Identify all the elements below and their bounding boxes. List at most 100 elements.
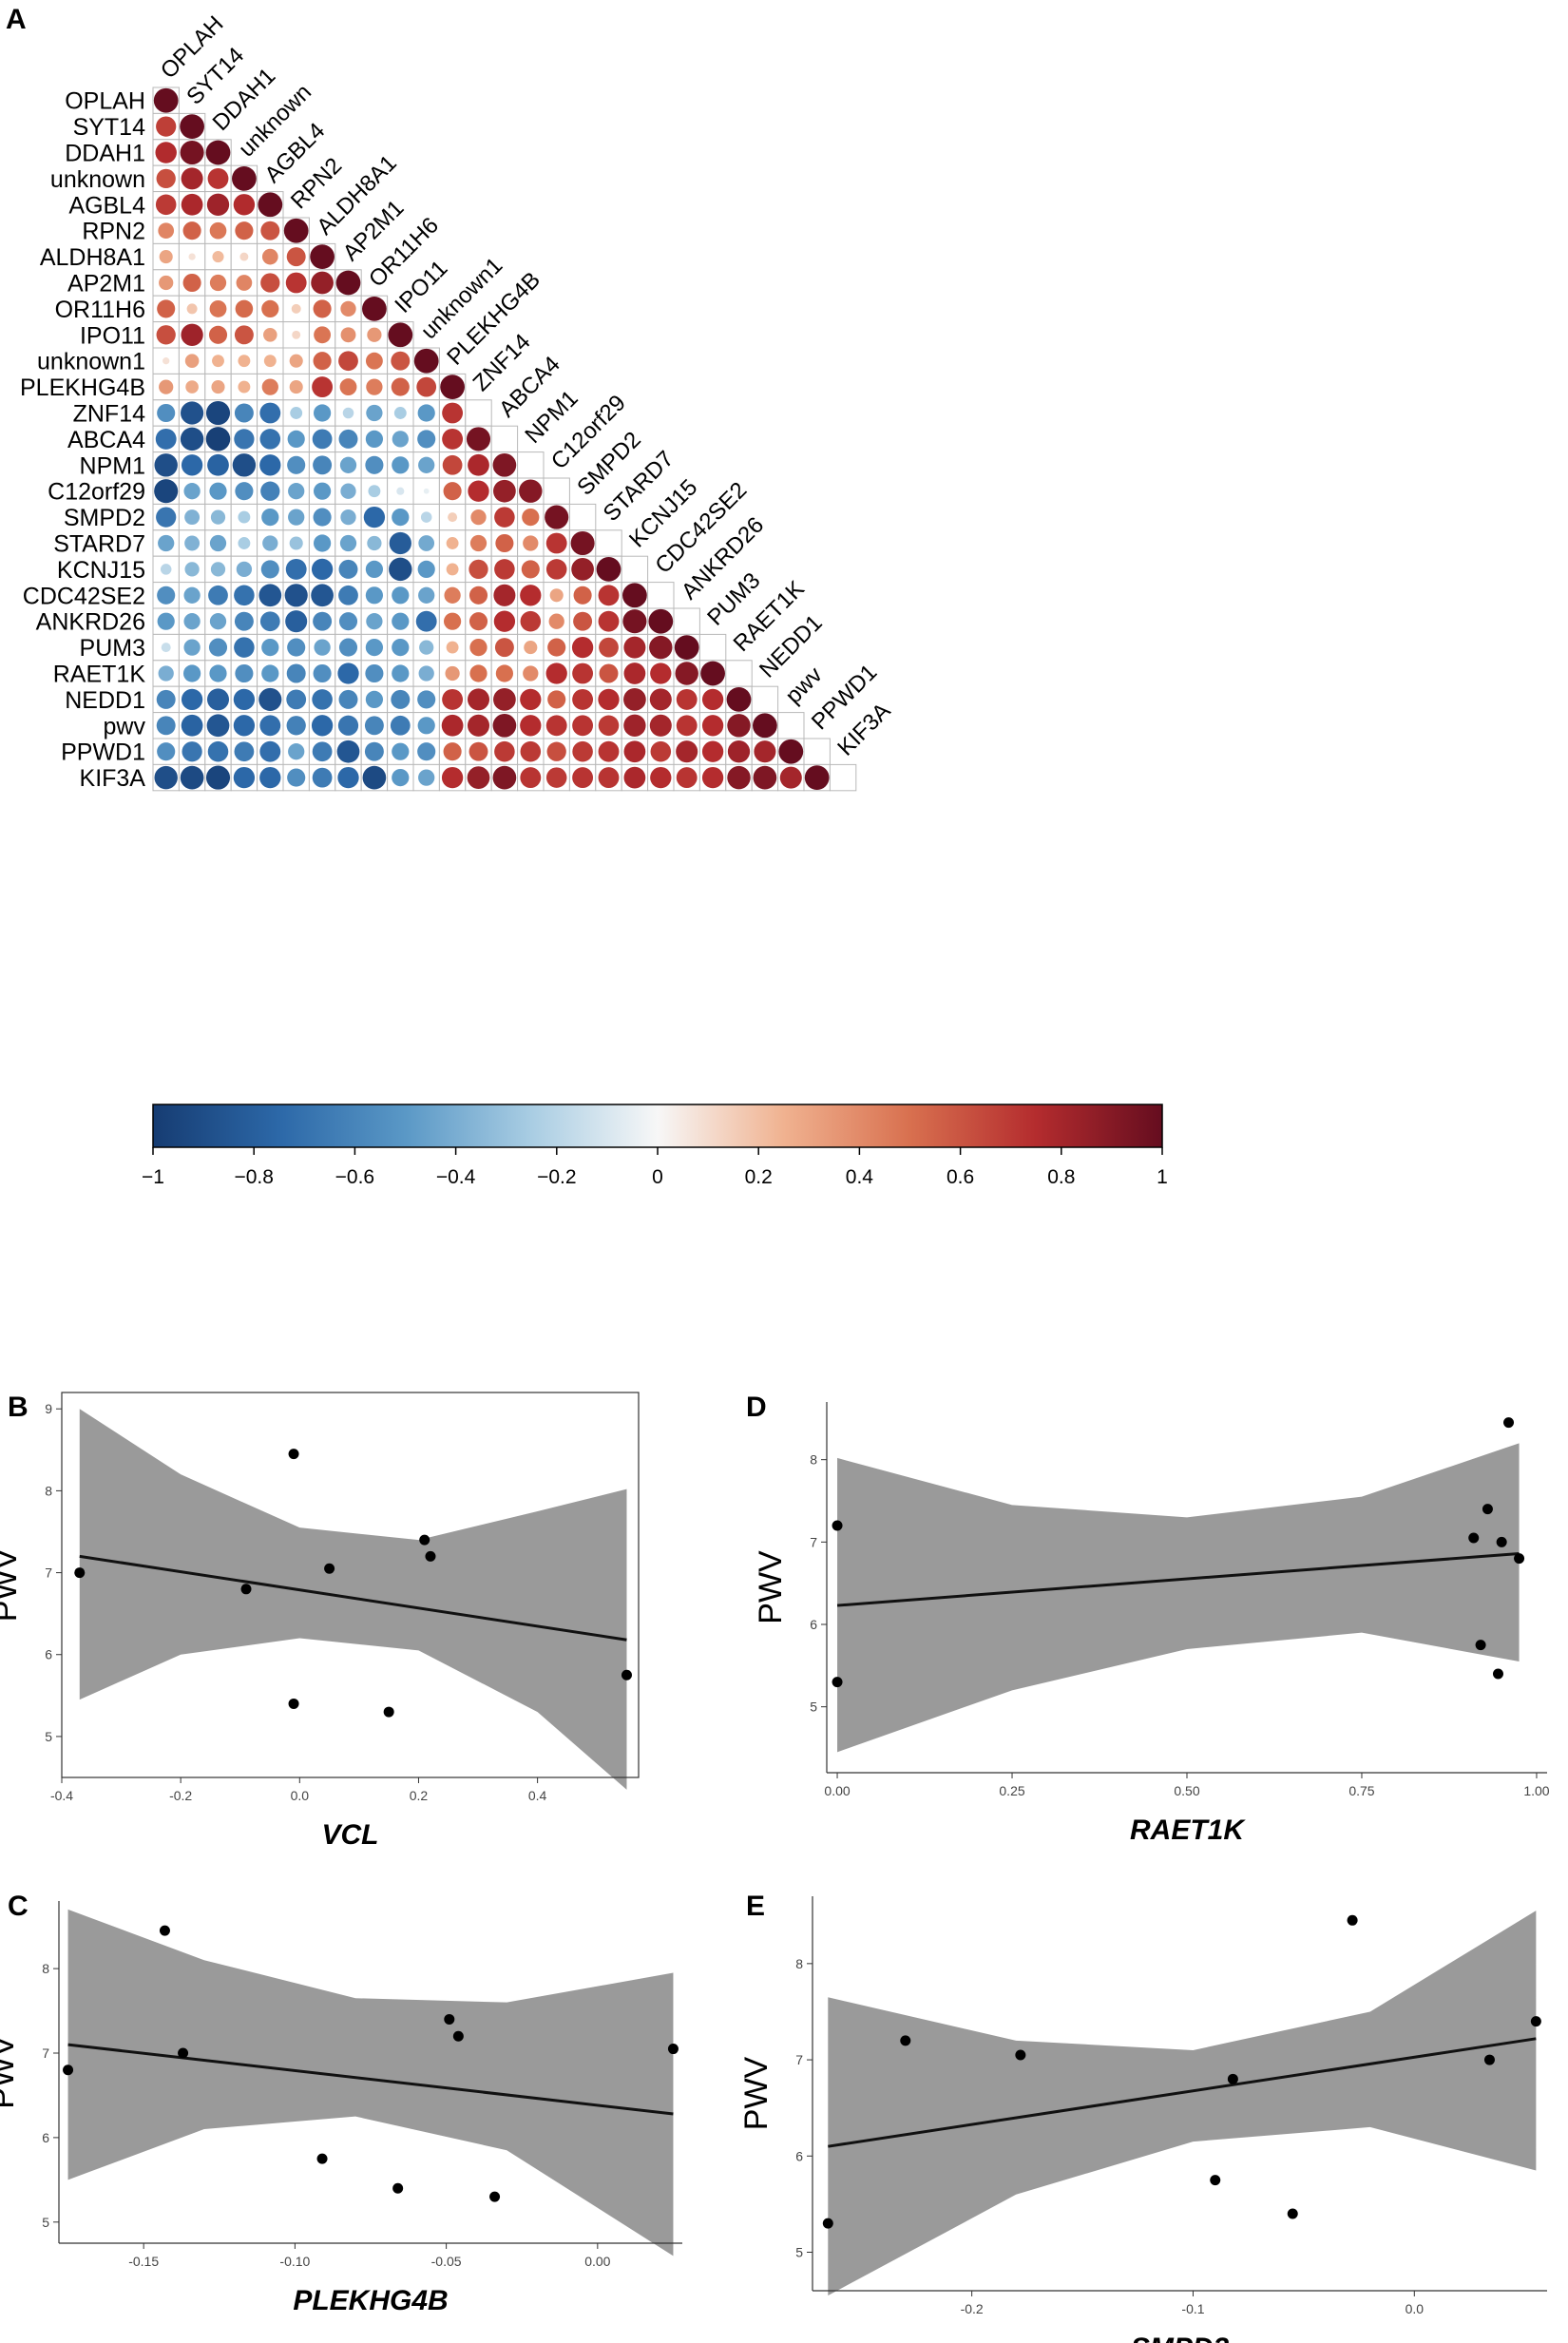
- correlation-circle: [211, 380, 225, 394]
- correlation-circle: [779, 766, 802, 789]
- correlation-circle: [234, 325, 254, 345]
- correlation-circle: [469, 534, 488, 552]
- correlation-circle: [622, 583, 647, 608]
- data-point: [444, 2013, 455, 2025]
- correlation-circle: [599, 637, 619, 658]
- correlation-circle: [649, 714, 672, 737]
- matrix-cell: [438, 582, 467, 609]
- correlation-circle: [181, 193, 203, 216]
- correlation-circle: [493, 610, 516, 632]
- colorbar: −1 −0.8 −0.6 −0.4 −0.2 0 0.2 0.4 0.6 0.8 1: [142, 1104, 1168, 1188]
- y-tick-label: 6: [795, 2148, 803, 2163]
- y-tick-label: 9: [45, 1401, 52, 1416]
- correlation-circle: [623, 636, 646, 659]
- correlation-circle: [443, 482, 462, 501]
- correlation-circle: [183, 639, 201, 656]
- correlation-circle: [232, 453, 257, 477]
- correlation-circle: [287, 430, 305, 449]
- correlation-circle: [494, 507, 515, 528]
- correlation-circle: [754, 740, 776, 763]
- correlation-circle: [342, 407, 354, 419]
- correlation-circle: [392, 508, 410, 527]
- correlation-circle: [494, 740, 515, 762]
- correlation-circle: [163, 357, 170, 365]
- y-tick-label: 5: [810, 1700, 817, 1715]
- matrix-cell: [647, 582, 675, 609]
- row-label: ALDH8A1: [40, 244, 145, 271]
- matrix-cell: [698, 633, 727, 662]
- correlation-circle: [161, 643, 171, 653]
- correlation-circle: [573, 611, 593, 631]
- correlation-circle: [259, 766, 281, 789]
- matrix-cell: [621, 555, 649, 584]
- row-label: unknown1: [37, 349, 145, 375]
- correlation-circle: [258, 687, 282, 711]
- correlation-circle: [444, 586, 461, 604]
- correlation-circle: [701, 715, 724, 737]
- correlation-circle: [572, 663, 594, 684]
- correlation-circle: [701, 766, 724, 789]
- correlation-circle: [233, 715, 256, 737]
- data-point: [1530, 2016, 1541, 2027]
- correlation-circle: [443, 612, 462, 630]
- y-tick-label: 5: [42, 2215, 49, 2230]
- correlation-circle: [674, 635, 699, 660]
- correlation-circle: [290, 407, 303, 419]
- correlation-circle: [155, 428, 177, 450]
- correlation-circle: [417, 742, 436, 761]
- correlation-circle: [676, 715, 698, 737]
- colorbar-tick-label: −1: [142, 1166, 164, 1188]
- correlation-circle: [314, 326, 332, 344]
- correlation-circle: [158, 534, 175, 552]
- correlation-circle: [260, 221, 280, 240]
- correlation-circle: [210, 562, 226, 577]
- x-tick-label: -0.15: [128, 2254, 159, 2269]
- correlation-circle: [392, 586, 410, 605]
- correlation-circle: [209, 274, 227, 292]
- correlation-circle: [365, 560, 384, 579]
- row-label: CDC42SE2: [23, 583, 145, 609]
- correlation-circle: [259, 454, 281, 476]
- correlation-circle: [238, 537, 251, 549]
- row-label: KCNJ15: [57, 557, 145, 584]
- colorbar-tick-label: 0: [652, 1166, 663, 1188]
- x-tick-label: 0.0: [291, 1788, 310, 1803]
- correlation-circle: [388, 322, 413, 348]
- y-tick-label: 7: [45, 1565, 52, 1581]
- correlation-circle: [392, 638, 410, 657]
- correlation-circle: [468, 586, 488, 605]
- correlation-circle: [598, 610, 620, 632]
- panel-label-a: A: [6, 4, 27, 35]
- data-point: [74, 1567, 86, 1579]
- correlation-circle: [205, 140, 231, 165]
- correlation-circle: [520, 715, 542, 737]
- correlation-circle: [292, 330, 301, 339]
- correlation-circle: [413, 348, 439, 374]
- correlation-circle: [523, 535, 539, 551]
- correlation-circle: [312, 767, 333, 788]
- correlation-circle: [155, 142, 177, 163]
- correlation-circle: [467, 688, 490, 711]
- correlation-circle: [206, 714, 230, 738]
- correlation-circle: [291, 303, 301, 314]
- correlation-circle: [573, 586, 592, 605]
- correlation-circle: [598, 767, 620, 789]
- correlation-circle: [183, 483, 201, 500]
- correlation-circle: [523, 665, 539, 682]
- data-point: [288, 1698, 299, 1709]
- correlation-circle: [207, 740, 229, 762]
- correlation-circle: [258, 192, 283, 218]
- x-tick-label: 0.25: [999, 1783, 1024, 1798]
- correlation-circle: [311, 271, 334, 295]
- correlation-circle: [598, 740, 620, 762]
- correlation-circle: [493, 584, 516, 606]
- data-point: [1482, 1504, 1493, 1515]
- correlation-circle: [207, 167, 229, 189]
- correlation-circle: [184, 354, 200, 368]
- correlation-circle: [156, 168, 176, 189]
- correlation-circle: [289, 354, 303, 368]
- colorbar-bar: [152, 1104, 1163, 1148]
- correlation-circle: [212, 251, 224, 263]
- data-point: [178, 2047, 189, 2059]
- row-label: PUM3: [80, 635, 145, 662]
